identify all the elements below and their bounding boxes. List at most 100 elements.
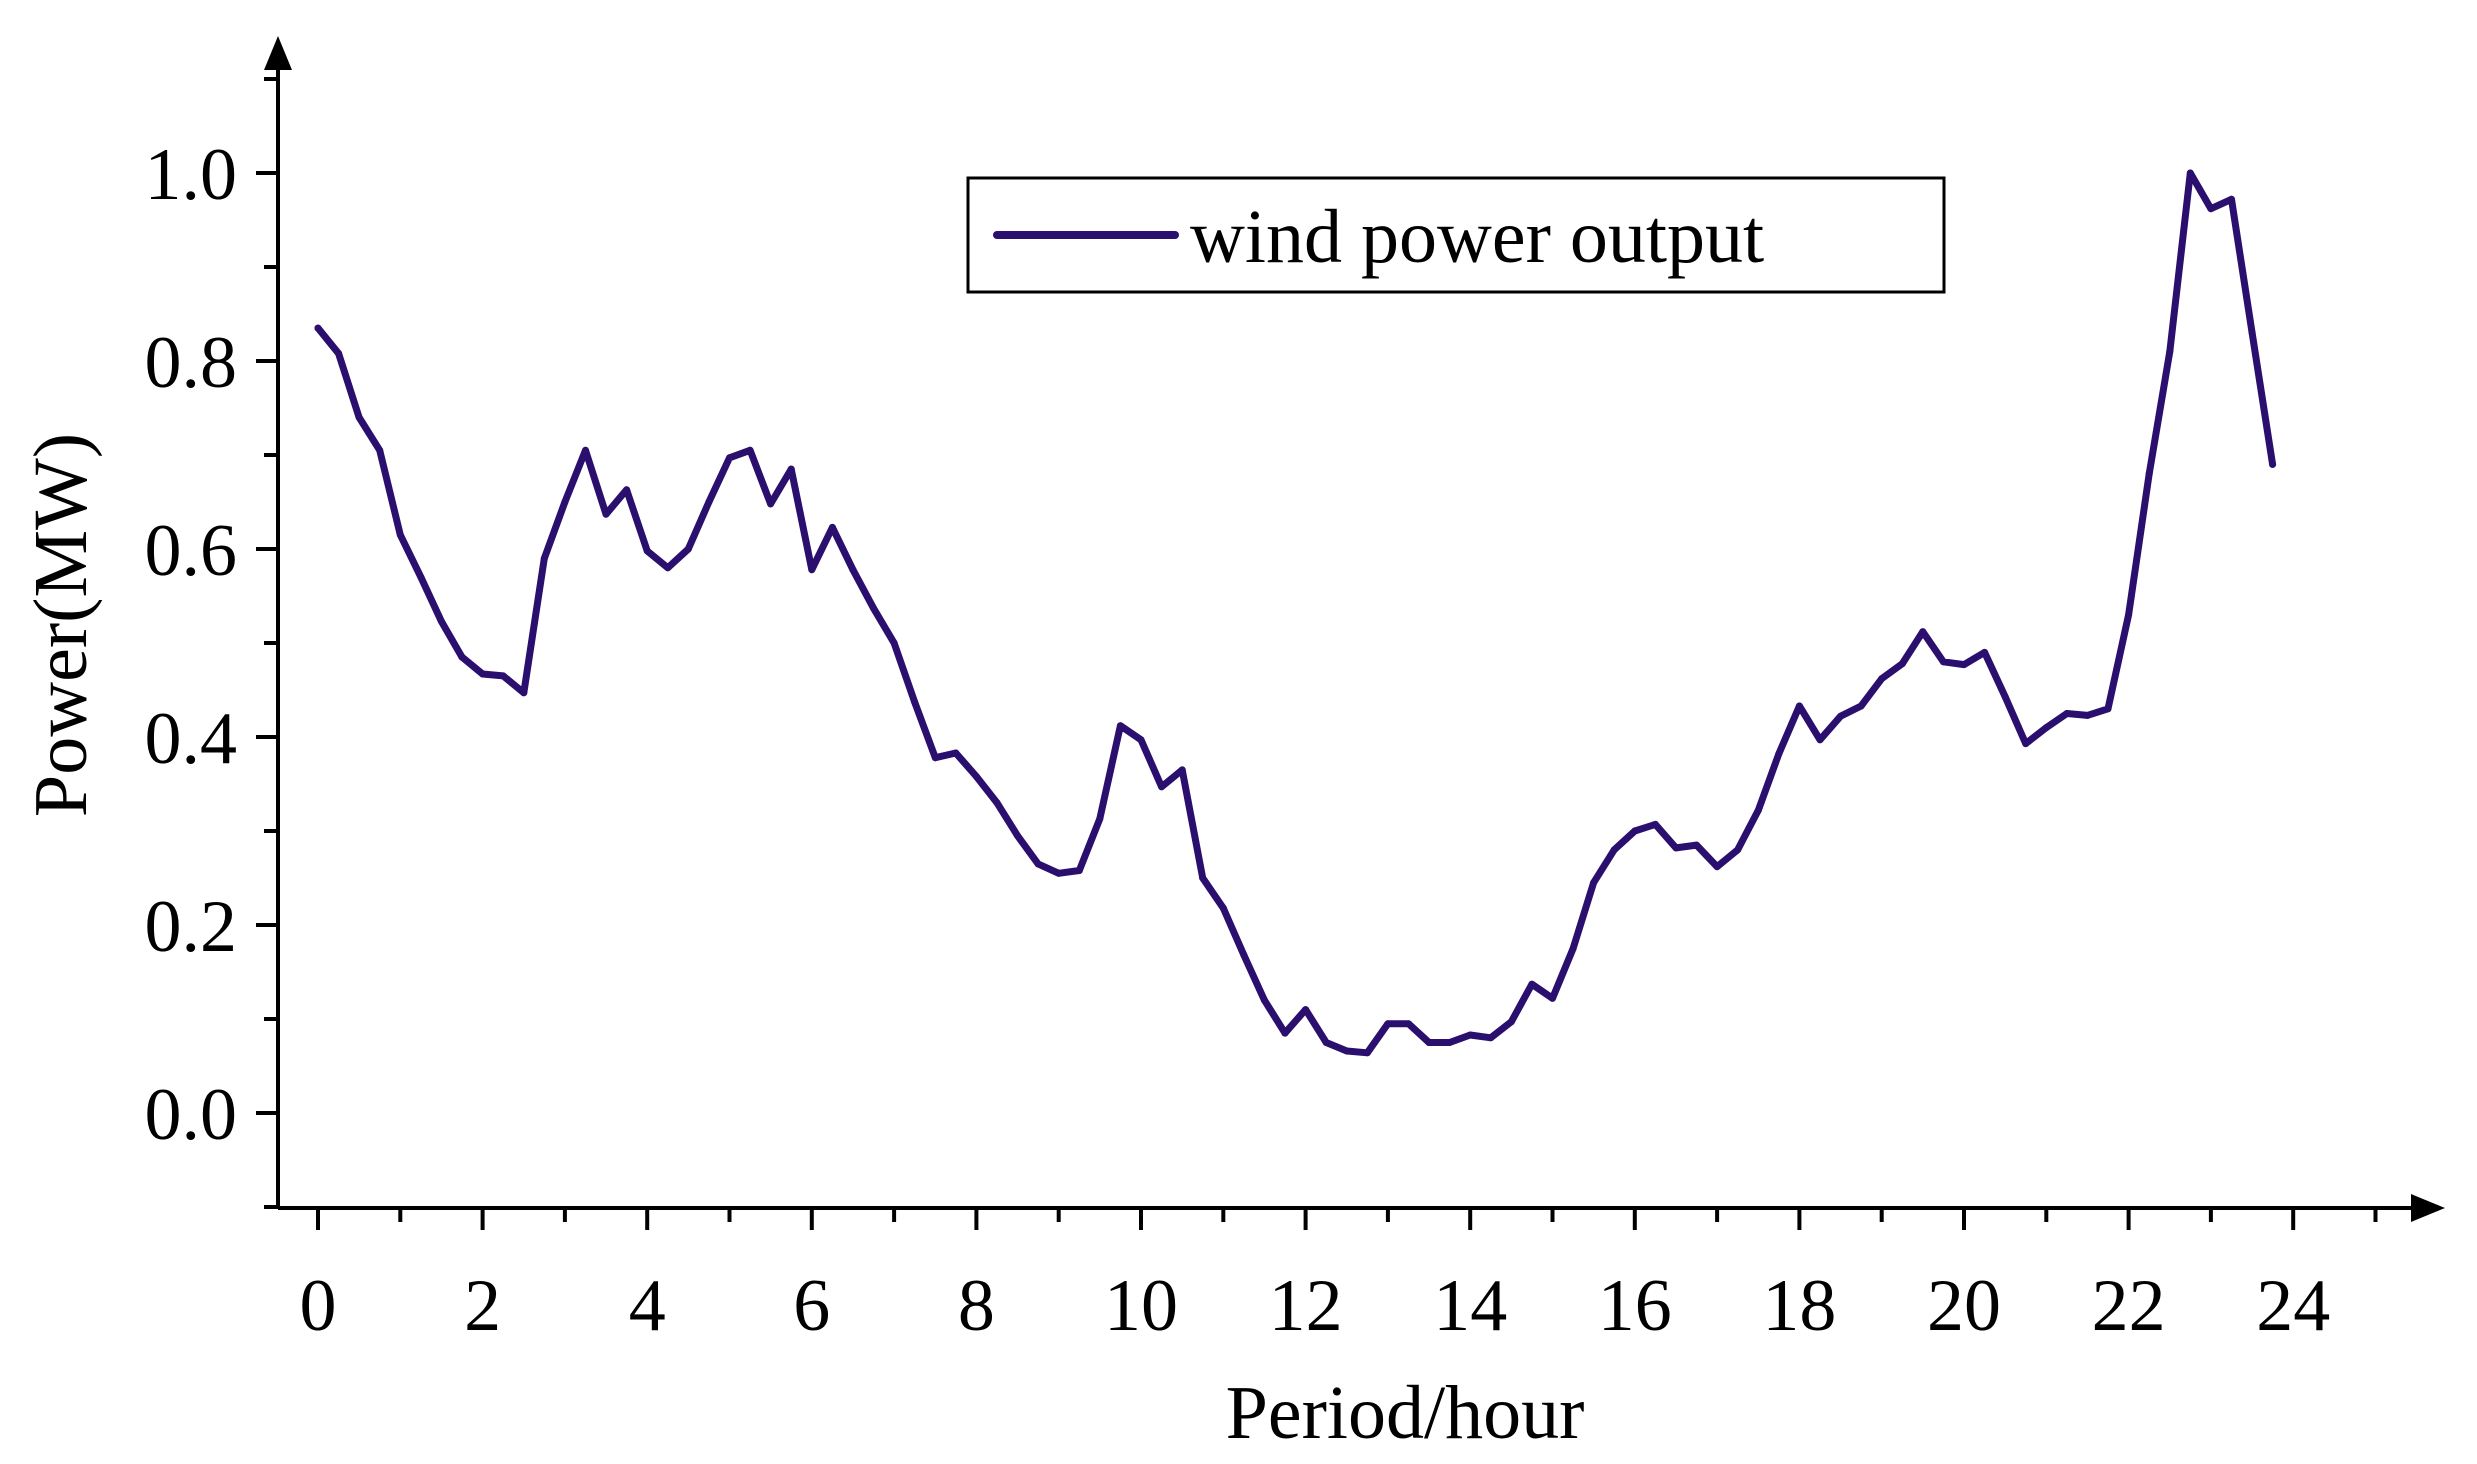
data-point [1590,879,1598,887]
data-point [1549,994,1556,1002]
data-point [1754,806,1762,814]
data-point [2022,740,2030,748]
data-point [1651,820,1659,828]
data-point [1466,1031,1474,1039]
data-point [952,749,960,757]
data-point [1281,1029,1289,1037]
data-point [1034,860,1042,868]
data-point [376,446,384,454]
data-point [1693,841,1700,849]
data-point [1055,869,1063,877]
y-tick-label: 0.2 [145,886,238,968]
data-point [2207,205,2215,213]
data-point [355,413,363,421]
data-point [1981,648,1989,656]
data-point [993,799,1001,807]
x-tick-label: 20 [1927,1265,2001,1347]
data-point [1137,736,1145,744]
data-point [1528,980,1536,988]
x-axis-arrow [2411,1194,2445,1222]
x-tick-label: 24 [2256,1265,2330,1347]
data-point [417,573,425,581]
data-point [2001,693,2009,701]
data-point [664,564,672,572]
data-point [1507,1018,1515,1026]
data-point [499,672,507,680]
data-point [767,500,775,508]
legend-label: wind power output [1190,195,1764,279]
data-point [1158,783,1166,791]
data-point [1096,815,1104,823]
data-point [726,454,733,462]
x-tick-label: 8 [958,1265,995,1347]
data-point [623,486,631,494]
data-point [1322,1039,1330,1046]
data-point [1405,1020,1412,1028]
data-point [911,698,919,706]
data-point [1487,1034,1495,1042]
y-axis-arrow [264,36,292,70]
series-line-wind-power-output [314,169,2277,1057]
y-axis-ticks: 0.0 0.2 0.4 0.6 0.8 1.0 [145,77,278,1209]
data-point [2248,329,2256,337]
data-point [1919,628,1927,636]
data-point [1713,863,1721,871]
data-point [2042,724,2050,732]
data-point [1446,1039,1454,1046]
data-point [2186,169,2194,177]
data-point [2063,710,2071,717]
x-tick-label: 2 [464,1265,501,1347]
x-tick-label: 18 [1762,1265,1836,1347]
data-point [1075,867,1083,874]
data-point [787,465,795,473]
x-tick-label: 10 [1104,1265,1178,1347]
data-point [1631,827,1639,835]
data-point [870,604,877,612]
data-point [1425,1039,1433,1046]
x-tick-label: 14 [1433,1265,1507,1347]
data-point [1734,846,1742,854]
data-point [808,566,816,574]
data-point [1116,722,1124,730]
data-point [458,653,466,661]
data-point [1878,675,1886,683]
data-point [1178,766,1186,774]
data-point [931,754,939,762]
data-point [314,324,322,332]
x-axis-title: Period/hour [1226,1371,1585,1455]
data-point [972,773,980,780]
data-point [1343,1047,1351,1055]
data-point [520,689,528,697]
data-point [1775,750,1783,758]
data-point [1898,660,1906,668]
data-point [582,446,589,454]
data-point [1960,661,1968,669]
data-point [1199,874,1207,882]
data-point [1939,658,1947,666]
y-tick-label: 0.0 [145,1074,238,1156]
data-point [1014,832,1021,840]
data-point [1302,1006,1310,1014]
data-point [705,498,713,506]
data-point [1240,951,1248,959]
series-group [314,169,2277,1057]
data-point [335,350,343,357]
data-point [1837,712,1844,720]
y-tick-label: 1.0 [145,134,238,216]
y-tick-label: 0.4 [145,698,238,780]
data-point [479,670,487,678]
data-point [849,566,857,574]
data-point [1363,1049,1371,1057]
data-point [1816,736,1824,744]
data-point [828,523,836,531]
data-point [684,545,692,553]
data-point [602,510,610,518]
data-point [396,531,404,539]
data-point [1384,1020,1392,1028]
legend: wind power output [966,176,1946,294]
x-tick-label: 6 [793,1265,830,1347]
data-point [2104,705,2112,713]
data-point [437,617,445,625]
data-point [746,446,754,454]
